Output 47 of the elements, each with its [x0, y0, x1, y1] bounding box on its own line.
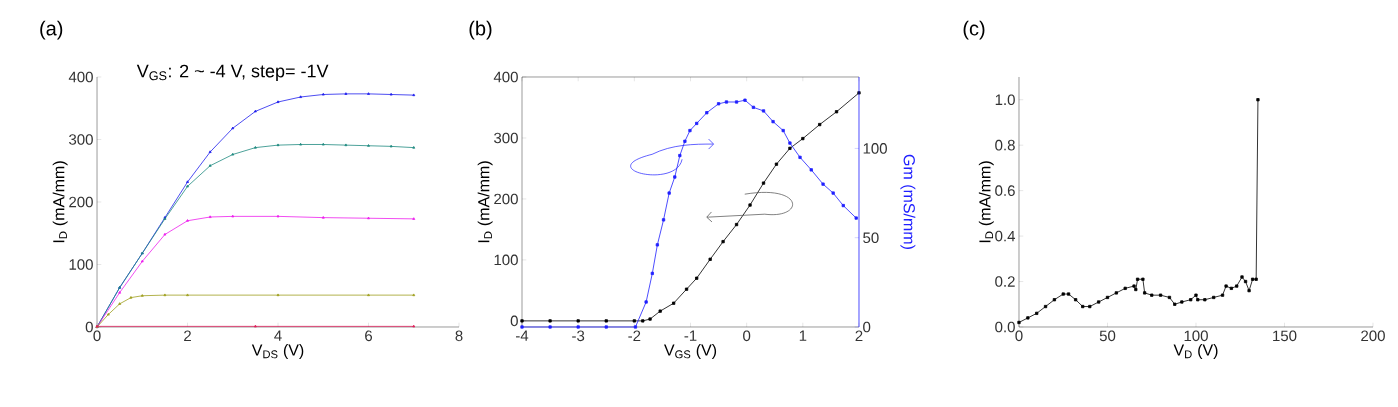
y-tick-label: 0.0 — [995, 321, 1015, 333]
y-tick-label: 0.2 — [995, 276, 1015, 287]
y-tick-label: 100 — [69, 259, 93, 270]
x-tick-label: 8 — [455, 330, 463, 342]
chart-title: (b) — [469, 20, 492, 40]
y-tick-label: 0 — [510, 315, 518, 327]
x-tick-label: 100 — [1184, 330, 1208, 342]
x-axis-title: V$_{DS}$ (V) — [251, 344, 304, 359]
x-axis-title: V$_{GS}$ (V) — [664, 344, 717, 359]
y-tick-label: 200 — [69, 196, 93, 208]
y-tick-label: 200 — [494, 193, 518, 205]
chart-title: (a) — [40, 20, 63, 40]
x-tick-label: 6 — [365, 330, 373, 342]
y-axis-title: I$_{D}$ (mA/mm) — [477, 161, 493, 243]
y-tick-label: 0.6 — [995, 185, 1015, 196]
x-tick-label: -4 — [516, 330, 529, 341]
annotation: V$_{GS}$: 2 ~ -4 V, step= -1V — [136, 64, 329, 81]
y-tick-label: 300 — [69, 134, 93, 145]
x-tick-label: -2 — [628, 330, 641, 341]
y-tick-label: 400 — [493, 71, 518, 83]
x-tick-label: 0 — [93, 330, 101, 342]
x-tick-label: -1 — [684, 330, 697, 341]
chart-title: (c) — [963, 20, 985, 40]
y-axis-title: I$_{D}$ (mA/mm) — [52, 161, 68, 243]
x-tick-label: -3 — [572, 330, 585, 342]
y-tick-label: 0.8 — [995, 139, 1015, 151]
x-tick-label: 0 — [1015, 330, 1023, 342]
y2-axis-title: Gm (mS/mm) — [900, 154, 916, 249]
y-axis-title: I$_{D}$ (mA/mm) — [978, 161, 994, 243]
y2-tick-label: 100 — [863, 143, 887, 154]
x-tick-label: 2 — [184, 330, 191, 341]
x-axis-title: V$_{D}$ (V) — [1173, 344, 1218, 359]
y-tick-label: 100 — [494, 254, 518, 266]
y2-tick-label: 50 — [863, 232, 879, 244]
x-tick-label: 0 — [743, 330, 751, 342]
x-tick-label: 150 — [1273, 330, 1297, 342]
y-tick-label: 400 — [68, 71, 93, 83]
x-tick-label: 50 — [1099, 330, 1116, 342]
x-tick-label: 4 — [274, 330, 282, 341]
x-tick-label: 200 — [1361, 330, 1385, 342]
x-tick-label: 1 — [799, 330, 807, 341]
y2-tick-label: 0 — [863, 321, 871, 333]
y-tick-label: 0.4 — [995, 230, 1016, 242]
x-tick-label: 2 — [855, 330, 863, 341]
y-tick-label: 300 — [494, 132, 518, 144]
y-tick-label: 0 — [85, 321, 93, 333]
y-tick-label: 1.0 — [995, 94, 1015, 106]
